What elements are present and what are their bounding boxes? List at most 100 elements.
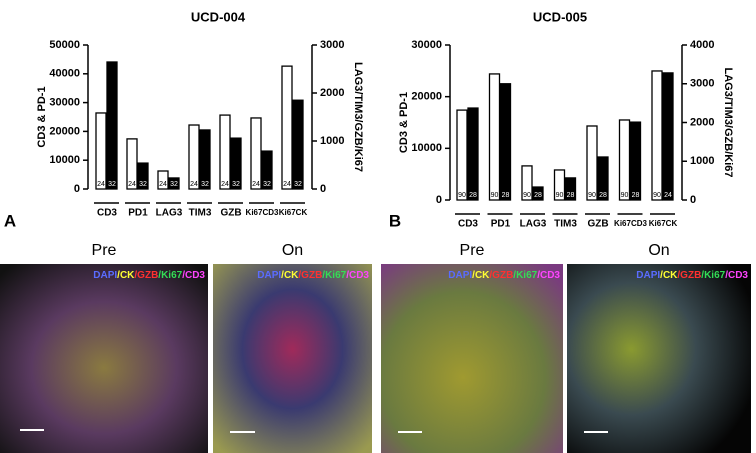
x-tick-label: GZB (587, 219, 608, 230)
stain-legend: DAPI/CK/GZB/Ki67/CD3 (93, 270, 205, 281)
bar (199, 129, 211, 190)
bar-label: 90 (621, 192, 629, 199)
y-tick-label: 50000 (49, 39, 80, 51)
bar-label: 32 (170, 181, 178, 188)
bar (188, 124, 200, 190)
stain-name: /CK (117, 270, 135, 281)
bar (261, 150, 273, 190)
bar-label: 32 (263, 181, 271, 188)
y-axis-label: CD3 & PD-1 (36, 86, 48, 147)
bar (618, 119, 631, 201)
bar-label: 32 (139, 181, 147, 188)
stain-name: /CD3 (725, 270, 748, 281)
bar (168, 177, 180, 190)
micrograph (0, 264, 208, 453)
bar (564, 177, 577, 201)
stain-name: /GZB (298, 270, 322, 281)
stain-legend: DAPI/CK/GZB/Ki67/CD3 (448, 270, 560, 281)
stain-name: /Ki67 (158, 270, 182, 281)
bar (553, 169, 566, 201)
bar-label: 32 (294, 181, 302, 188)
y2-tick-label: 0 (320, 183, 326, 195)
y-tick-label: 0 (74, 183, 80, 195)
y2-axis-label: LAG3/TIM3/GZB/Ki67 (352, 62, 364, 172)
x-tick-label: CD3 (458, 219, 478, 230)
image-title: Pre (92, 242, 117, 259)
stain-name: DAPI (448, 270, 472, 281)
stain-name: /CD3 (182, 270, 205, 281)
stain-name: /CD3 (537, 270, 560, 281)
chart-title: UCD-004 (191, 9, 246, 24)
bar (521, 165, 533, 201)
bar-label: 32 (108, 181, 116, 188)
bar (456, 109, 468, 201)
y2-tick-label: 3000 (690, 78, 714, 90)
stain-name: DAPI (257, 270, 281, 281)
bar (629, 121, 642, 201)
image-title: Pre (460, 242, 485, 259)
bar (126, 138, 138, 190)
panel-letter: B (389, 211, 401, 230)
x-tick-label: GZB (220, 208, 241, 219)
y2-tick-label: 1000 (690, 155, 714, 167)
bar (586, 125, 598, 201)
bar-label: 24 (159, 181, 167, 188)
bar-label: 90 (556, 192, 564, 199)
y-tick-label: 10000 (49, 154, 80, 166)
x-tick-label: LAG3 (520, 219, 547, 230)
y2-axis-label: LAG3/TIM3/GZB/Ki67 (722, 67, 734, 177)
bar-label: 24 (664, 192, 672, 199)
x-tick-label: Ki67CK (279, 208, 308, 217)
y2-tick-label: 4000 (690, 39, 714, 51)
bar-label: 28 (534, 192, 542, 199)
stain-name: DAPI (93, 270, 117, 281)
stain-name: DAPI (636, 270, 660, 281)
x-tick-label: PD1 (491, 219, 511, 230)
bar (597, 156, 609, 201)
bar (292, 99, 304, 190)
bar-label: 24 (252, 181, 260, 188)
bar-label: 24 (190, 181, 198, 188)
stain-name: /GZB (489, 270, 513, 281)
y-tick-label: 30000 (411, 39, 442, 51)
y2-tick-label: 0 (690, 194, 696, 206)
bar (281, 65, 293, 190)
y-tick-label: 30000 (49, 97, 80, 109)
stain-name: /CK (472, 270, 490, 281)
y-tick-label: 40000 (49, 68, 80, 80)
x-tick-label: LAG3 (156, 208, 183, 219)
bar-label: 28 (599, 192, 607, 199)
bar-label: 28 (469, 192, 477, 199)
bar-label: 90 (653, 192, 661, 199)
y2-tick-label: 3000 (320, 39, 344, 51)
bar-label: 24 (283, 181, 291, 188)
bar-label: 24 (128, 181, 136, 188)
bar (499, 83, 512, 201)
bar (651, 70, 663, 201)
image-title: On (282, 242, 303, 259)
bar-label: 90 (588, 192, 596, 199)
chart-title: UCD-005 (533, 9, 587, 24)
bar (106, 61, 118, 190)
image-title: On (648, 242, 669, 259)
stain-name: /CD3 (346, 270, 369, 281)
x-tick-label: TIM3 (554, 219, 577, 230)
bar-label: 24 (97, 181, 105, 188)
bar (467, 107, 479, 201)
y-tick-label: 10000 (411, 142, 442, 154)
y2-tick-label: 2000 (690, 116, 714, 128)
stain-legend: DAPI/CK/GZB/Ki67/CD3 (257, 270, 369, 281)
bar (662, 72, 674, 201)
x-tick-label: PD1 (128, 208, 148, 219)
y-tick-label: 20000 (49, 125, 80, 137)
bar (157, 170, 169, 190)
stain-legend: DAPI/CK/GZB/Ki67/CD3 (636, 270, 748, 281)
y-axis-label: CD3 & PD-1 (398, 92, 410, 153)
stain-name: /GZB (134, 270, 158, 281)
bar (250, 117, 262, 190)
bar-label: 32 (201, 181, 209, 188)
panel-letter: A (4, 211, 16, 230)
bar-label: 28 (632, 192, 640, 199)
x-tick-label: CD3 (97, 208, 117, 219)
